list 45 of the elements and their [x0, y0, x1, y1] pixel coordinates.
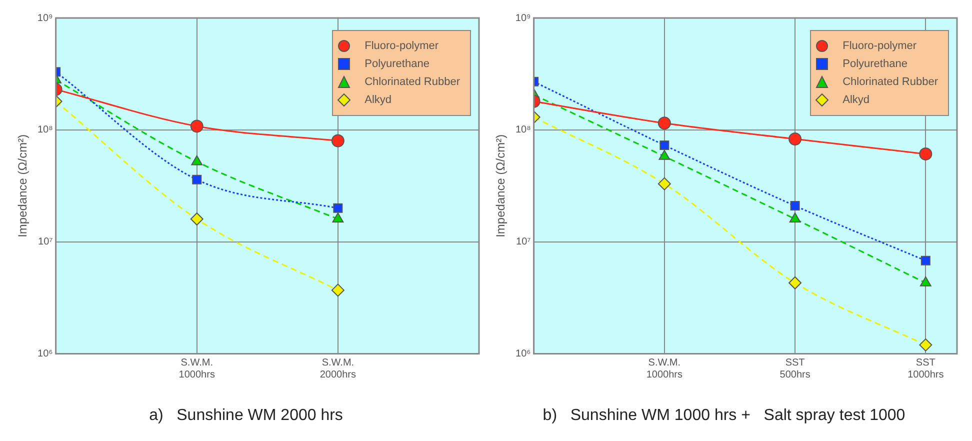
point [658, 116, 671, 130]
y-tick-label: 10⁸ [37, 124, 53, 136]
x-tick-label: SST 1000hrs [908, 358, 944, 381]
legend-label: Polyurethane [842, 58, 908, 70]
x-tick-label: S.W.M. 2000hrs [320, 358, 356, 381]
y-axis-title: Impedance (Ω/cm²) [16, 134, 30, 238]
legend-label: Fluoro-polymer [842, 40, 917, 52]
text: a) Sunshine WM 2000 hrs [149, 406, 343, 424]
x-tick-label: SST 500hrs [780, 358, 810, 381]
y-tick-label: 10⁷ [38, 236, 54, 248]
point [192, 174, 202, 184]
point [789, 212, 801, 223]
point [788, 276, 802, 290]
x-tick-label: S.W.M. 1000hrs [178, 358, 215, 381]
point [331, 134, 344, 148]
point [190, 212, 204, 226]
y-axis-title: Impedance (Ω/cm²) [494, 134, 508, 238]
point [333, 203, 343, 213]
y-tick-label: 10⁶ [38, 348, 53, 360]
point [920, 256, 930, 266]
x-tick-label: S.W.M. 1000hrs [646, 358, 682, 381]
legend-label: Fluoro-polymer [364, 40, 439, 52]
point [790, 201, 800, 211]
point [190, 120, 204, 133]
legend-label: Chlorinated Rubber [364, 76, 460, 88]
legend-label: Polyurethane [364, 58, 430, 70]
y-tick-label: 10⁶ [516, 348, 531, 360]
point [331, 284, 344, 297]
point [920, 276, 932, 286]
legend-label: Chlorinated Rubber [842, 76, 938, 88]
legend-label: Alkyd [364, 94, 392, 106]
y-tick-label: 10⁹ [37, 12, 53, 24]
point [191, 155, 203, 166]
point [788, 132, 802, 146]
y-tick-label: 10⁹ [515, 12, 531, 24]
point [919, 338, 932, 352]
legend-label: Alkyd [842, 94, 870, 106]
y-tick-label: 10⁷ [516, 236, 532, 248]
point [660, 140, 670, 150]
point [658, 177, 671, 190]
text: b) Sunshine WM 1000 hrs + Salt spray test 1000 [542, 406, 906, 424]
point [919, 147, 932, 160]
point [658, 150, 670, 160]
point [332, 212, 344, 223]
y-tick-label: 10⁸ [515, 124, 531, 136]
